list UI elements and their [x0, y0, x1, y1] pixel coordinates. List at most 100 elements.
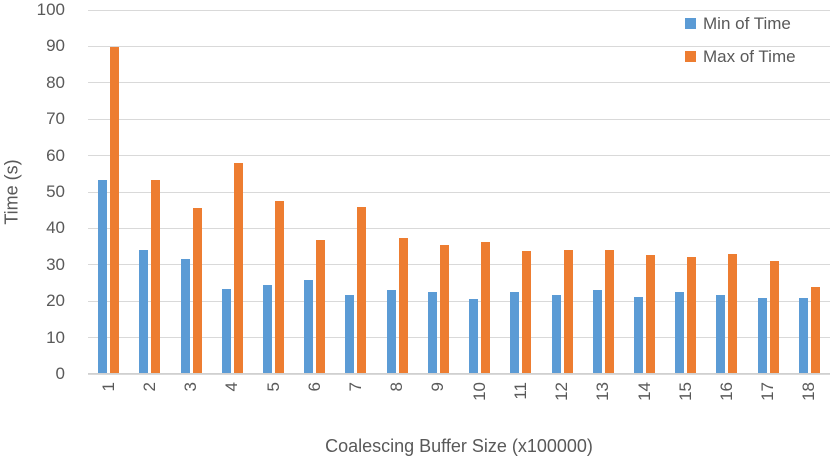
x-tick-label-text: 18: [799, 382, 819, 401]
gridline: [88, 227, 830, 229]
x-tick-label-text: 6: [304, 382, 324, 392]
bar-max-13: [604, 250, 614, 373]
bar-min-10: [469, 299, 479, 373]
bar-min-5: [263, 284, 272, 373]
bar-min-4: [221, 289, 231, 373]
gridline: [88, 191, 830, 193]
y-tick-label: 60: [46, 145, 65, 165]
x-tick-label-text: 13: [593, 382, 613, 401]
bar-max-8: [398, 237, 408, 373]
legend-swatch-max-icon: [685, 51, 696, 62]
x-tick-label: 10: [469, 382, 490, 401]
x-tick-label: 5: [264, 382, 283, 401]
bar-max-7: [357, 206, 367, 373]
bar-max-10: [481, 241, 491, 373]
bar-min-9: [427, 291, 437, 373]
legend-label-min: Min of Time: [703, 13, 791, 33]
x-tick-label: 12: [552, 382, 572, 401]
x-tick-label: 15: [675, 382, 696, 401]
bar-min-12: [551, 295, 561, 373]
bar-min-7: [345, 294, 355, 373]
x-tick-label-text: 9: [428, 382, 448, 392]
bar-max-4: [233, 162, 243, 373]
x-tick-label: 1: [99, 382, 118, 401]
bar-min-1: [98, 180, 108, 373]
x-tick-label: 16: [716, 382, 737, 401]
x-tick-label: 11: [510, 382, 530, 401]
legend-swatch-min-icon: [685, 18, 696, 29]
legend: Min of Time Max of Time: [685, 13, 796, 79]
gridline: [88, 300, 830, 302]
legend-label-max: Max of Time: [703, 46, 796, 66]
x-tick-label: 18: [799, 382, 819, 401]
bar-min-13: [592, 289, 602, 373]
x-tick-label: 3: [181, 382, 200, 401]
x-tick-label: 8: [387, 382, 406, 401]
gridline: [88, 118, 830, 120]
x-tick-label: 9: [428, 382, 447, 401]
y-tick-label: 80: [46, 72, 65, 92]
bar-max-16: [728, 254, 738, 373]
y-tick-label: 40: [46, 218, 65, 238]
bar-max-12: [563, 249, 573, 373]
x-axis-line: [88, 373, 830, 374]
gridline: [88, 9, 830, 11]
x-tick-label-text: 3: [181, 382, 201, 392]
x-tick-label: 13: [593, 382, 613, 401]
gridline: [88, 264, 830, 266]
x-tick-label-text: 2: [139, 382, 159, 392]
x-tick-label-text: 17: [758, 382, 778, 401]
bar-max-15: [687, 256, 697, 373]
plot-area: [88, 9, 830, 375]
legend-item-max: Max of Time: [685, 46, 796, 67]
x-tick-label-text: 5: [263, 382, 283, 392]
gridline: [88, 373, 830, 375]
x-tick-label-text: 11: [510, 382, 530, 400]
gridline: [88, 82, 830, 84]
bar-min-2: [139, 249, 149, 373]
bar-max-5: [275, 201, 284, 373]
x-tick-label: 14: [634, 382, 655, 401]
bar-min-17: [757, 298, 767, 373]
y-tick-label: 50: [46, 182, 65, 201]
bar-max-9: [439, 244, 449, 373]
y-tick-label: 70: [46, 109, 65, 129]
x-axis-title: Coalescing Buffer Size (x100000): [325, 436, 593, 456]
legend-item-min: Min of Time: [685, 13, 796, 34]
x-tick-label-text: 15: [675, 382, 695, 401]
y-axis-tick-labels: 0 10 20 30 40 50 60 70 80 90 100: [0, 1, 65, 383]
x-tick-label-text: 12: [552, 382, 572, 401]
y-tick-label: 20: [46, 291, 65, 311]
x-tick-label: 17: [758, 382, 778, 401]
bar-min-16: [716, 295, 726, 373]
y-tick-label: 90: [46, 36, 65, 56]
bar-min-6: [304, 280, 314, 373]
y-tick-label: 30: [46, 254, 65, 274]
x-tick-label-text: 14: [634, 382, 654, 401]
bar-min-15: [675, 291, 685, 373]
y-tick-label: 0: [55, 364, 65, 383]
x-tick-label-text: 10: [469, 382, 489, 401]
x-tick-label-text: 16: [716, 382, 736, 401]
y-tick-label: 100: [36, 0, 65, 19]
x-tick-label-text: 8: [387, 382, 407, 392]
bar-max-18: [810, 287, 820, 373]
x-tick-label-text: 4: [222, 382, 242, 392]
bar-max-2: [151, 180, 161, 373]
x-tick-label: 4: [222, 382, 241, 401]
x-tick-label-text: 1: [98, 382, 118, 392]
bar-max-11: [522, 251, 532, 373]
bar-min-18: [798, 297, 808, 373]
gridline: [88, 155, 830, 157]
x-tick-label-text: 7: [345, 382, 365, 392]
bar-max-3: [192, 208, 202, 373]
x-tick-label: 2: [140, 382, 159, 401]
gridline: [88, 337, 830, 339]
bar-max-6: [316, 240, 326, 373]
bar-max-17: [769, 261, 779, 373]
bar-max-14: [646, 255, 655, 373]
y-tick-label: 10: [46, 327, 65, 347]
bar-min-3: [180, 259, 190, 373]
bar-max-1: [110, 47, 120, 373]
